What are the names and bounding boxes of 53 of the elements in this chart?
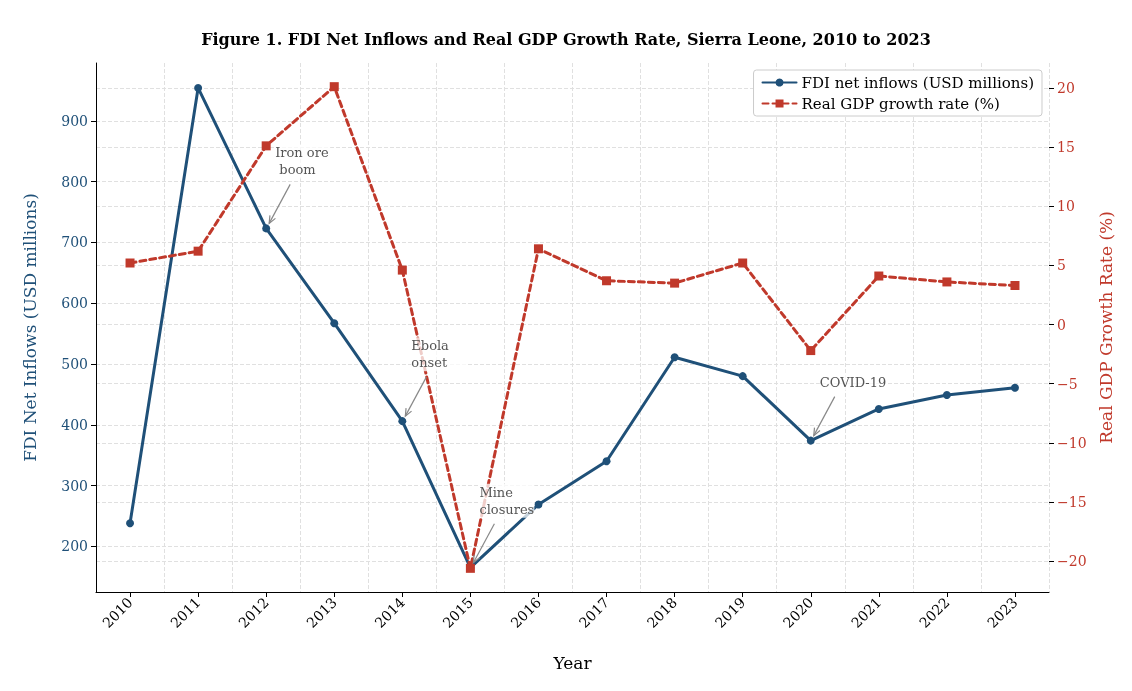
- point: [738, 258, 748, 268]
- point: [397, 265, 407, 275]
- point: [126, 519, 135, 528]
- point: [125, 258, 135, 268]
- y2-tick-label: 15: [1057, 139, 1075, 156]
- point: [194, 83, 203, 92]
- y-axis-title: FDI Net Inflows (USD millions): [19, 193, 40, 462]
- point: [806, 436, 815, 445]
- point: [738, 372, 747, 381]
- point: [262, 224, 271, 233]
- point: [602, 457, 611, 466]
- y2-axis-title: Real GDP Growth Rate (%): [1095, 211, 1116, 444]
- y-tick-label: 200: [61, 538, 88, 555]
- chart-title: Figure 1. FDI Net Inflows and Real GDP Growth Rate, Sierra Leone, 2010 to 2023: [201, 29, 931, 49]
- point: [806, 346, 816, 356]
- legend-label: Real GDP growth rate (%): [801, 94, 1000, 113]
- point: [942, 390, 951, 399]
- annotation: Ebola onset: [411, 338, 454, 371]
- legend-label: FDI net inflows (USD millions): [801, 73, 1035, 92]
- x-axis-title: Year: [552, 652, 593, 673]
- point: [534, 500, 543, 509]
- point: [193, 246, 203, 256]
- y-tick-label: 700: [61, 234, 88, 251]
- y2-tick-label: −5: [1057, 375, 1078, 392]
- y2-tick-label: 20: [1057, 79, 1075, 96]
- y-tick-label: 800: [61, 173, 88, 190]
- point: [533, 244, 543, 254]
- point: [398, 417, 407, 426]
- y-tick-label: 900: [61, 112, 88, 129]
- y-tick-label: 400: [61, 416, 88, 433]
- y-tick-label: 500: [61, 355, 88, 372]
- y-tick-label: 300: [61, 477, 88, 494]
- y-tick-label: 600: [61, 295, 88, 312]
- point: [874, 404, 883, 413]
- point: [602, 276, 612, 286]
- point: [1010, 280, 1020, 290]
- y2-tick-label: −20: [1057, 553, 1087, 570]
- point: [670, 278, 680, 288]
- point: [1010, 383, 1019, 392]
- annotation: Iron ore boom: [275, 145, 329, 178]
- y2-tick-label: −10: [1057, 434, 1087, 451]
- point: [942, 277, 952, 287]
- annotation: Mine closures: [479, 484, 535, 517]
- point: [330, 319, 339, 328]
- y2-tick-label: −15: [1057, 494, 1087, 511]
- annotation: COVID-19: [819, 374, 887, 390]
- y2-tick-label: 0: [1057, 316, 1066, 333]
- point: [329, 82, 339, 92]
- point: [874, 271, 884, 281]
- point: [261, 141, 271, 151]
- point: [670, 353, 679, 362]
- y2-tick-label: 5: [1057, 257, 1066, 274]
- y2-tick-label: 10: [1057, 198, 1075, 215]
